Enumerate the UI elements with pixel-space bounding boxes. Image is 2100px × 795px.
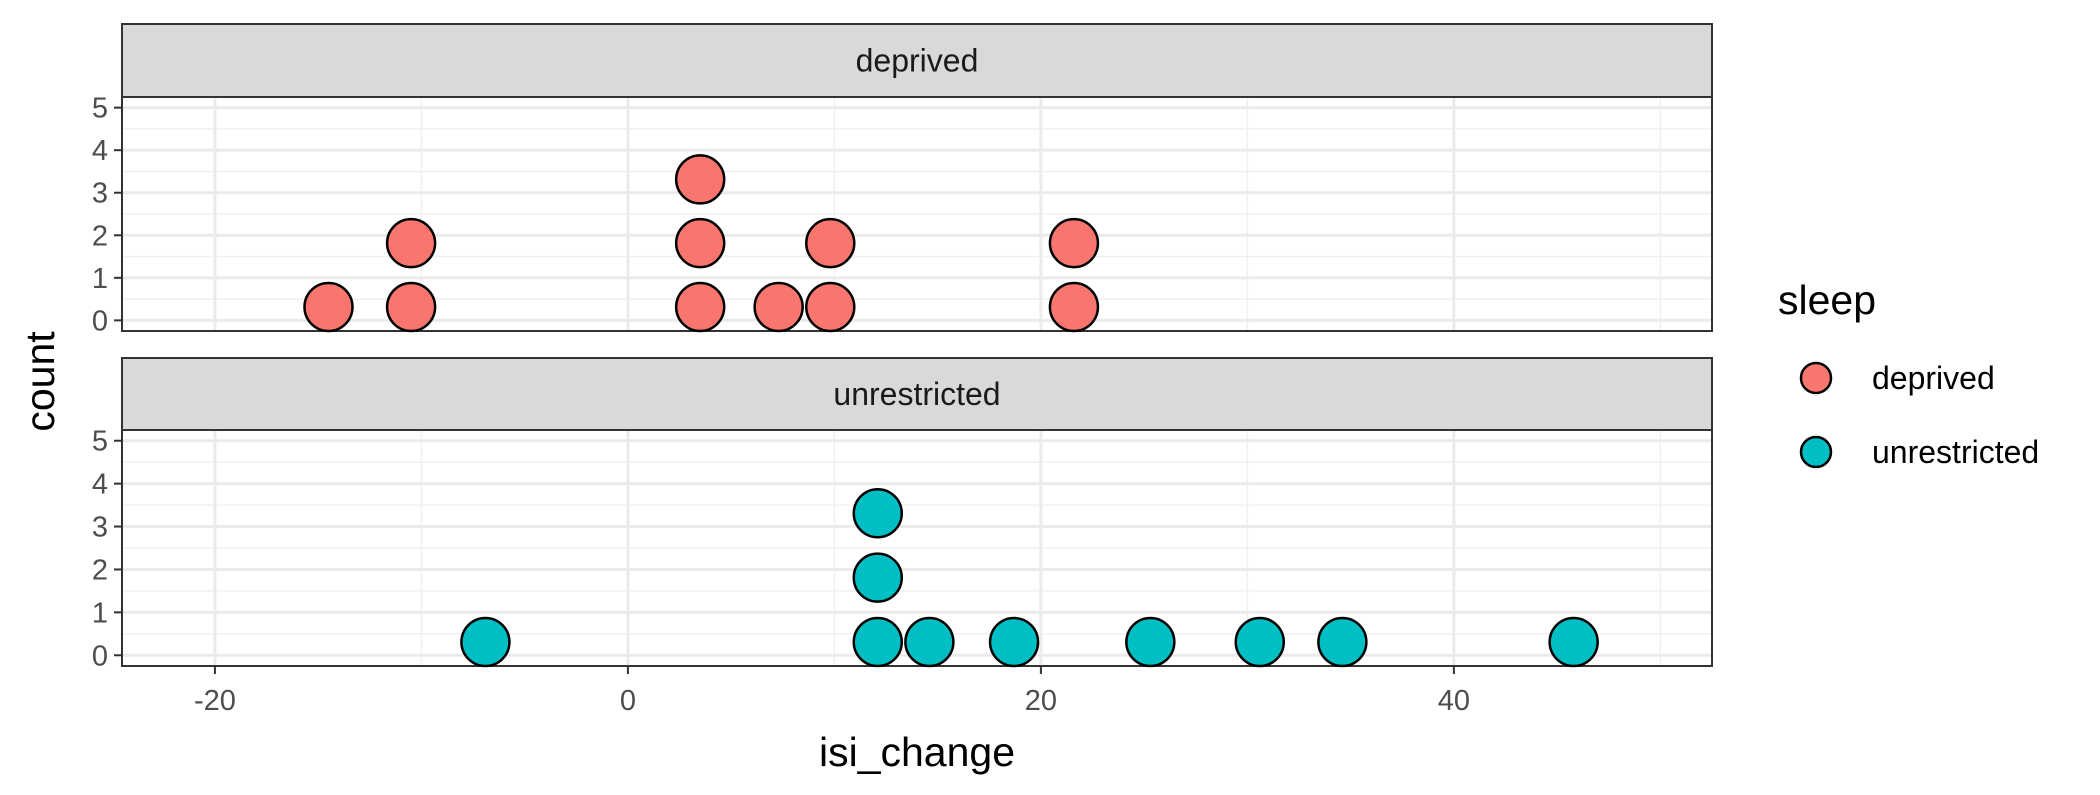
facet-strip [121, 23, 1713, 98]
dot-deprived [385, 281, 437, 333]
dot-deprived [753, 281, 804, 333]
y-tick-label: 2 [92, 220, 108, 252]
x-tick-label: 20 [1025, 685, 1057, 717]
legend-label: deprived [1872, 360, 1995, 396]
y-tick-label: 3 [92, 178, 108, 210]
y-tick-label: 0 [92, 305, 108, 337]
facet-strip-label: deprived [856, 43, 979, 79]
dot-deprived [674, 217, 726, 269]
facet-panel-unrestricted: unrestricted 0 1 2 3 4 5 [92, 357, 1713, 672]
dot-unrestricted [1125, 616, 1176, 668]
dot-unrestricted [852, 552, 904, 603]
y-tick-label: 0 [92, 640, 108, 672]
dot-deprived [303, 281, 354, 333]
y-tick-label: 3 [92, 512, 108, 544]
x-tick-label: -20 [194, 685, 236, 717]
dot-deprived [805, 217, 856, 269]
legend-key-deprived [1799, 361, 1833, 395]
legend: sleep deprived unrestricted [1778, 277, 2039, 470]
facet-panel-deprived: deprived 0 1 2 3 4 5 [92, 23, 1713, 337]
dot-unrestricted [460, 616, 511, 668]
legend-title: sleep [1778, 277, 1876, 323]
dot-unrestricted [988, 616, 1040, 668]
x-axis-title: isi_change [819, 729, 1015, 775]
dot-deprived [674, 154, 726, 205]
dot-unrestricted [852, 488, 904, 539]
dot-unrestricted [1548, 616, 1599, 668]
dot-unrestricted [1234, 616, 1286, 668]
legend-label: unrestricted [1872, 434, 2039, 470]
facet-strip-label: unrestricted [833, 376, 1000, 412]
dot-deprived [674, 281, 726, 333]
y-tick-label: 1 [92, 263, 108, 295]
legend-key-unrestricted [1799, 435, 1833, 469]
dot-deprived [1048, 281, 1100, 333]
dot-unrestricted [1317, 616, 1368, 668]
y-tick-label: 2 [92, 554, 108, 586]
facet-panels: deprived 0 1 2 3 4 5 unrestricted 0 1 2 3 4 5 [92, 23, 1713, 672]
dot-deprived [1048, 217, 1100, 269]
dot-deprived [385, 217, 437, 269]
dot-unrestricted [852, 616, 904, 668]
y-tick-label: 4 [92, 135, 108, 167]
x-tick-label: 0 [620, 685, 636, 717]
y-tick-label: 5 [92, 426, 108, 458]
x-axis: -20 0 20 40 [194, 666, 1470, 717]
x-tick-label: 40 [1438, 685, 1470, 717]
y-tick-label: 4 [92, 469, 108, 501]
legend-items: deprived unrestricted [1799, 360, 2039, 470]
dot-deprived [805, 281, 856, 333]
dot-unrestricted [904, 616, 955, 668]
y-axis-title: count [17, 331, 63, 432]
y-tick-label: 1 [92, 597, 108, 629]
y-tick-label: 5 [92, 93, 108, 125]
facet-strip [121, 357, 1713, 431]
